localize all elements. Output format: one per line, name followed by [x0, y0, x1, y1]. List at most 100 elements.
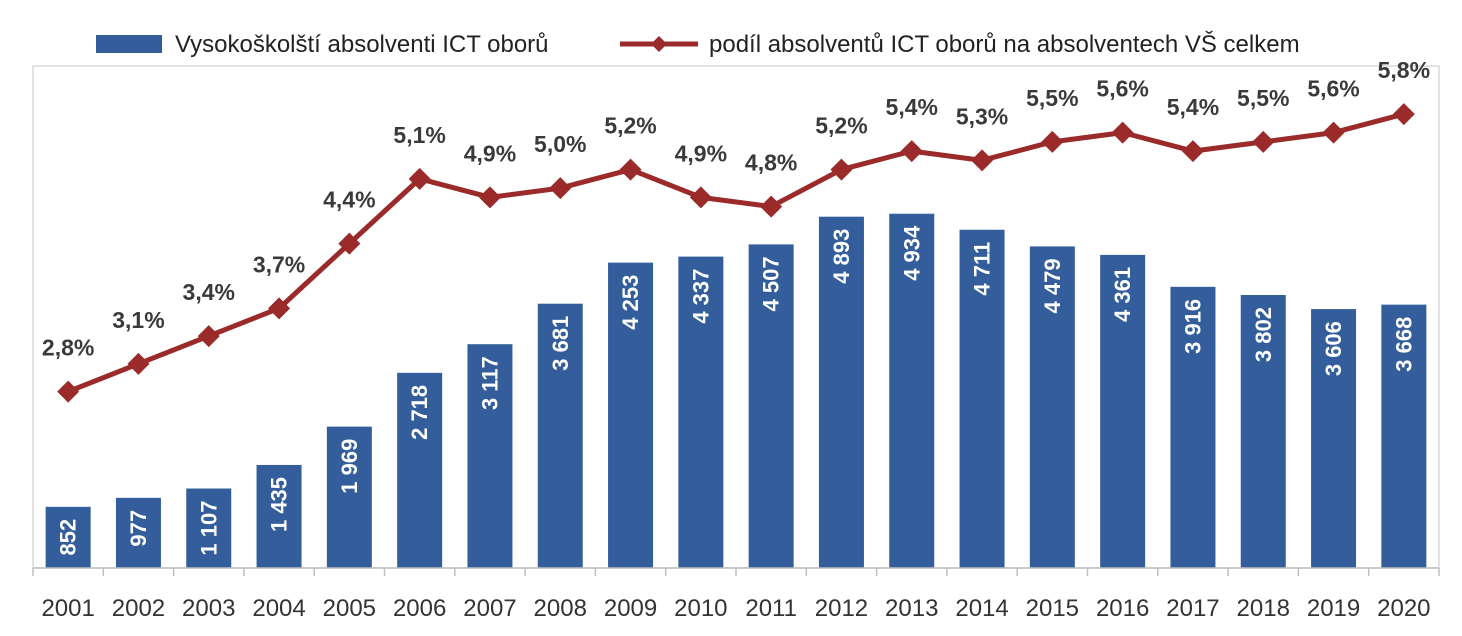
x-tick-label: 2004 [252, 595, 305, 622]
line-point-marker [900, 140, 923, 163]
x-tick-label: 2009 [604, 595, 657, 622]
x-tick-label: 2007 [463, 595, 516, 622]
legend-line-marker [651, 36, 667, 52]
line-value-label: 5,2% [815, 113, 867, 139]
bar-value-label: 1 435 [267, 477, 292, 532]
line-point-marker [1111, 121, 1134, 144]
bar-value-label: 3 916 [1180, 299, 1205, 354]
bar-labels-group: 852 977 1 107 1 435 1 969 2 718 3 117 3 681 4 25… [56, 225, 1417, 556]
bar [608, 262, 654, 568]
bar-value-label: 4 479 [1040, 258, 1065, 313]
line-series-group [57, 103, 1415, 403]
bar [45, 506, 91, 568]
line-value-label: 4,8% [745, 150, 797, 176]
x-tick-label: 2001 [41, 595, 94, 622]
bar-value-label: 3 606 [1321, 321, 1346, 376]
bar-value-label: 1 969 [337, 439, 362, 494]
x-tick-label: 2012 [815, 595, 868, 622]
line-series-path [67, 111, 1405, 394]
line-value-label: 5,0% [534, 131, 586, 157]
line-value-label: 5,5% [1026, 85, 1078, 111]
bar [186, 488, 232, 568]
line-labels-group: 2,8% 3,1% 3,4% 3,7% 4,4% 5,1% 4,9% 5,0% 5,2% 4,9%… [42, 57, 1430, 361]
line-value-label: 5,8% [1378, 57, 1430, 83]
bar [889, 213, 935, 568]
bar [748, 244, 794, 568]
bar-value-label: 3 681 [548, 316, 573, 371]
line-point-marker [268, 297, 291, 320]
line-point-marker [338, 232, 361, 255]
line-value-label: 4,9% [464, 140, 516, 166]
bar [1240, 295, 1286, 568]
line-value-label: 5,1% [393, 122, 445, 148]
bar [959, 229, 1005, 569]
x-tick-label: 2016 [1096, 595, 1149, 622]
legend-bar-swatch [96, 35, 162, 53]
bar-value-label: 4 893 [829, 229, 854, 284]
legend: Vysokoškolští absolventi ICT oborů podíl… [96, 30, 1300, 58]
line-point-marker [1322, 121, 1345, 144]
line-value-label: 5,4% [1167, 94, 1219, 120]
bar-value-label: 4 934 [899, 225, 924, 281]
line-point-marker [57, 380, 80, 403]
x-tick-label: 2014 [955, 595, 1008, 622]
line-point-marker [127, 352, 150, 375]
line-point-marker [197, 325, 220, 348]
x-tick-label: 2003 [182, 595, 235, 622]
bar [1029, 246, 1075, 568]
line-value-label: 5,4% [886, 94, 938, 120]
bar [1100, 254, 1146, 569]
bar-value-label: 4 361 [1110, 267, 1135, 322]
x-tick-label: 2006 [393, 595, 446, 622]
x-tick-label: 2008 [534, 595, 587, 622]
bar [678, 256, 724, 568]
bar-value-label: 977 [126, 510, 151, 547]
line-point-marker [619, 158, 642, 181]
bar [326, 426, 372, 568]
bar [537, 303, 583, 568]
bar-value-label: 4 337 [688, 269, 713, 324]
bar [397, 372, 443, 568]
line-point-marker [689, 186, 712, 209]
x-tick-label: 2005 [323, 595, 376, 622]
x-tick-label: 2013 [885, 595, 938, 622]
bar [467, 344, 513, 568]
x-tick-label: 2010 [674, 595, 727, 622]
bar-value-label: 3 668 [1391, 317, 1416, 372]
line-value-label: 5,6% [1096, 76, 1148, 102]
line-value-label: 5,3% [956, 103, 1008, 129]
bar [818, 216, 864, 568]
bar [1170, 286, 1216, 568]
line-value-label: 5,2% [604, 113, 656, 139]
line-value-label: 5,5% [1237, 85, 1289, 111]
bar [115, 497, 161, 568]
line-point-marker [408, 167, 431, 190]
plot-area-frame [32, 65, 1440, 569]
line-point-marker [478, 186, 501, 209]
bar-value-label: 852 [56, 519, 81, 556]
bar-value-label: 3 802 [1251, 307, 1276, 362]
x-tick-label: 2020 [1377, 595, 1430, 622]
bar [1381, 304, 1427, 568]
line-value-label: 2,8% [42, 335, 94, 361]
line-value-label: 3,4% [183, 279, 235, 305]
line-value-label: 3,7% [253, 251, 305, 277]
x-tick-label: 2018 [1237, 595, 1290, 622]
line-point-marker [971, 149, 994, 172]
legend-line-label: podíl absolventů ICT oborů na absolvente… [709, 30, 1300, 58]
bar-value-label: 1 107 [196, 501, 221, 556]
x-tick-label: 2017 [1166, 595, 1219, 622]
line-value-label: 4,9% [675, 140, 727, 166]
bar-value-label: 4 711 [970, 242, 995, 296]
x-tick-label: 2011 [745, 595, 797, 622]
line-value-label: 3,1% [112, 307, 164, 333]
x-tick-label: 2002 [112, 595, 165, 622]
line-point-marker [549, 177, 572, 200]
bar-value-label: 4 507 [759, 256, 784, 311]
bar [1311, 309, 1357, 568]
line-point-marker [1181, 140, 1204, 163]
bar [256, 464, 302, 568]
bar-value-label: 2 718 [407, 385, 432, 440]
